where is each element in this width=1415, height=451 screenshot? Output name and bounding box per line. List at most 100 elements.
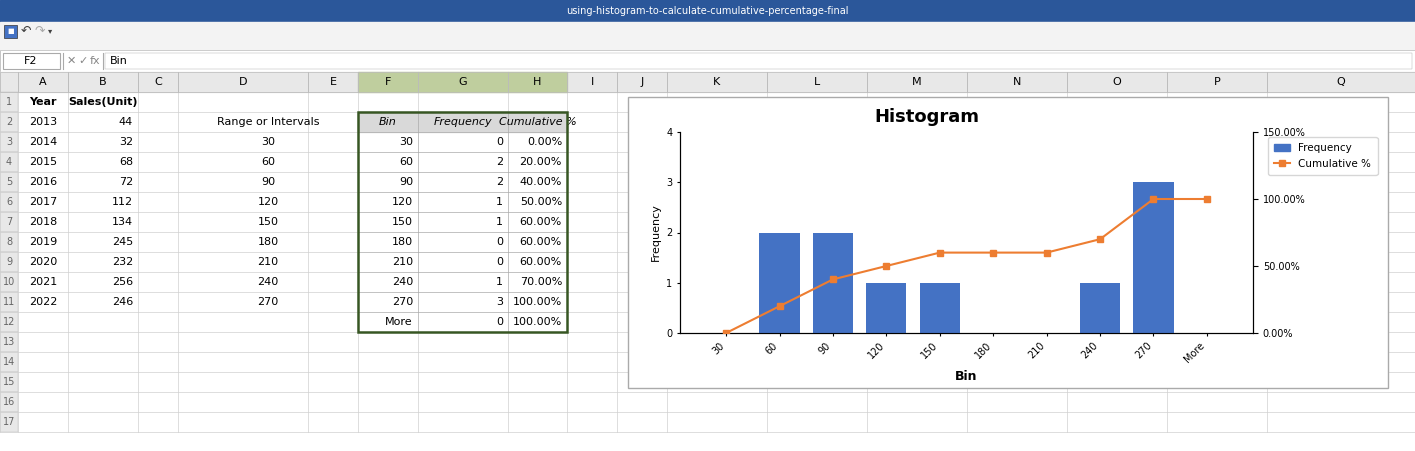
Text: 3: 3 <box>497 297 502 307</box>
Text: More: More <box>385 317 413 327</box>
Text: 240: 240 <box>392 277 413 287</box>
Text: 0: 0 <box>497 257 502 267</box>
Text: 2017: 2017 <box>28 197 57 207</box>
Text: G: G <box>458 77 467 87</box>
Bar <box>666 72 767 92</box>
Text: 150: 150 <box>392 217 413 227</box>
Bar <box>0 0 1415 22</box>
Bar <box>0 252 18 272</box>
Bar <box>139 72 178 92</box>
Bar <box>0 192 18 212</box>
Text: 100.00%: 100.00% <box>512 297 562 307</box>
Text: 12: 12 <box>3 317 16 327</box>
Bar <box>0 292 18 312</box>
Text: 11: 11 <box>3 297 16 307</box>
Text: 150: 150 <box>258 217 279 227</box>
Text: 2014: 2014 <box>28 137 57 147</box>
Text: Sales(Unit): Sales(Unit) <box>68 97 137 107</box>
Bar <box>966 72 1067 92</box>
Text: 1: 1 <box>497 217 502 227</box>
Text: 1: 1 <box>497 277 502 287</box>
Bar <box>0 172 18 192</box>
Bar <box>508 72 567 92</box>
Bar <box>0 412 18 432</box>
Bar <box>308 72 358 92</box>
Text: 1: 1 <box>497 197 502 207</box>
Text: ✓: ✓ <box>78 56 88 66</box>
Bar <box>567 72 617 92</box>
Text: Bin: Bin <box>110 56 127 66</box>
Text: 13: 13 <box>3 337 16 347</box>
Bar <box>866 283 907 333</box>
Text: E: E <box>330 77 337 87</box>
Text: 256: 256 <box>112 277 133 287</box>
Text: 210: 210 <box>392 257 413 267</box>
Text: P: P <box>1214 77 1220 87</box>
Bar <box>617 72 666 92</box>
Text: Q: Q <box>1337 77 1346 87</box>
Bar <box>18 72 68 92</box>
Bar <box>1067 72 1167 92</box>
Text: Bin: Bin <box>379 117 396 127</box>
Text: Frequency: Frequency <box>433 117 492 127</box>
Text: 245: 245 <box>112 237 133 247</box>
Text: 16: 16 <box>3 397 16 407</box>
Text: 0: 0 <box>497 237 502 247</box>
Text: 246: 246 <box>112 297 133 307</box>
Text: using-histogram-to-calculate-cumulative-percentage-final: using-histogram-to-calculate-cumulative-… <box>566 6 849 16</box>
Text: 2: 2 <box>495 177 502 187</box>
Text: ✕: ✕ <box>67 56 75 66</box>
Bar <box>760 233 799 333</box>
Text: 134: 134 <box>112 217 133 227</box>
Text: 90: 90 <box>260 177 275 187</box>
Text: 7: 7 <box>6 217 13 227</box>
Bar <box>0 22 1415 50</box>
Text: 100.00%: 100.00% <box>512 317 562 327</box>
Text: 30: 30 <box>399 137 413 147</box>
Text: 15: 15 <box>3 377 16 387</box>
Bar <box>0 92 18 112</box>
Text: Range or Intervals: Range or Intervals <box>216 117 320 127</box>
Text: 30: 30 <box>260 137 275 147</box>
Bar <box>0 152 18 172</box>
Bar <box>812 233 853 333</box>
Text: 50.00%: 50.00% <box>519 197 562 207</box>
Bar <box>0 312 18 332</box>
Text: 240: 240 <box>258 277 279 287</box>
Text: 270: 270 <box>258 297 279 307</box>
Bar <box>417 72 508 92</box>
Text: 2016: 2016 <box>28 177 57 187</box>
Bar <box>358 112 417 132</box>
Text: 0: 0 <box>497 137 502 147</box>
Bar <box>358 72 417 92</box>
Legend: Frequency, Cumulative %: Frequency, Cumulative % <box>1268 137 1378 175</box>
Text: 44: 44 <box>119 117 133 127</box>
Text: C: C <box>154 77 161 87</box>
Bar <box>767 72 867 92</box>
Bar <box>358 112 567 332</box>
Text: 60: 60 <box>399 157 413 167</box>
Bar <box>0 272 18 292</box>
Text: A: A <box>40 77 47 87</box>
Bar <box>1080 283 1121 333</box>
Bar <box>417 72 508 92</box>
Text: B: B <box>99 77 106 87</box>
Bar <box>0 392 18 412</box>
Bar <box>105 53 1412 69</box>
Text: 68: 68 <box>119 157 133 167</box>
Bar <box>0 372 18 392</box>
Bar <box>0 212 18 232</box>
Text: ■: ■ <box>7 28 14 34</box>
Text: 2021: 2021 <box>28 277 57 287</box>
Text: L: L <box>814 77 821 87</box>
Bar <box>920 283 959 333</box>
Text: Cumulative %: Cumulative % <box>498 117 576 127</box>
Bar <box>417 112 508 132</box>
Text: 4: 4 <box>6 157 13 167</box>
Text: D: D <box>239 77 248 87</box>
Text: 2019: 2019 <box>28 237 57 247</box>
Text: 2015: 2015 <box>28 157 57 167</box>
Text: J: J <box>641 77 644 87</box>
Text: 17: 17 <box>3 417 16 427</box>
X-axis label: Bin: Bin <box>955 370 978 383</box>
